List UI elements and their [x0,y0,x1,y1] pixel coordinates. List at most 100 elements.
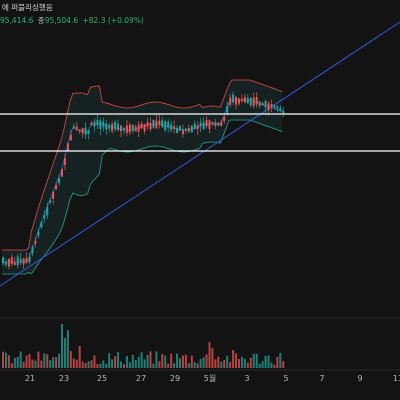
volume-bar [193,362,196,368]
trendlines[interactable] [0,21,400,287]
candle-body [181,129,184,135]
candle-body [235,97,238,105]
candle-body [155,120,158,128]
x-tick-label: 23 [59,374,69,383]
volume-bar [255,353,258,368]
candle-body [55,184,58,190]
candle-body [40,222,43,228]
candle-body [249,97,252,106]
volume-bar [34,360,37,368]
volume-bar [246,362,249,368]
volume-bar [217,356,220,368]
volume-bar [176,353,179,368]
volume-bar [149,351,152,368]
volume-bar [7,355,10,368]
volume-bar [16,356,19,368]
volume-bar [226,355,229,368]
volume-bar [19,351,22,368]
close-label: 종 [37,16,45,25]
candle-body [75,126,78,131]
volume-bar [105,363,108,368]
candle-body [276,106,279,109]
volume-bar [146,354,149,368]
volume-bar [220,361,223,368]
x-axis: 21 23 25 27 29 5월 3 5 7 9 11 [25,373,400,383]
volume-bar [49,360,52,368]
candle-body [117,123,120,131]
candle-body [149,122,152,130]
candle-body [211,121,214,125]
volume-bar [232,350,235,368]
volume-bar [164,355,167,368]
volume-bar [167,363,170,368]
volume-bar [273,364,276,368]
candle-body [63,158,66,166]
candle-body [208,120,211,129]
candle-body [258,101,261,106]
x-tick-label: 5 [283,374,288,383]
volume-bar [238,359,240,368]
x-tick-label: 11 [393,374,400,383]
volume-bar [72,358,75,368]
candle-body [99,120,102,129]
candle-body [81,127,84,134]
candle-body [220,121,223,126]
volume-bar [261,361,264,368]
candle-body [16,256,19,266]
volume-bar [187,363,190,368]
candle-body [240,98,243,101]
candle-body [87,130,90,135]
candle-body [52,191,55,199]
candle-body [46,206,49,216]
candle-body [78,129,81,132]
volume-bar [63,338,66,368]
horizontal-lines[interactable] [0,113,400,152]
candle-body [125,125,128,133]
candle-body [152,120,155,128]
volume-bar [93,355,96,368]
volume-bar [140,352,143,368]
volume-bar [61,324,63,368]
volume-bar [223,360,226,368]
candle-body [187,127,190,132]
candle-body [255,96,258,105]
candle-body [243,97,246,103]
candle-body [267,103,270,111]
volume-bar [37,351,40,368]
volume-bar [235,353,238,368]
x-tick-label: 21 [25,374,35,383]
volume-bar [205,354,208,368]
candle-body [49,200,52,203]
volume-bar [10,363,13,368]
volume-bar [117,352,120,368]
candle-body [84,127,87,135]
volume-bar [137,356,140,368]
candle-body [205,119,208,127]
volume-bar [75,359,78,368]
candle-body [223,116,226,121]
volume-bar [229,361,232,368]
candle-body [69,134,72,141]
candle-body [140,123,143,129]
volume-bar [214,359,217,368]
lower-band-line [2,119,283,275]
x-tick-label: 29 [170,374,180,383]
volume-bar [152,363,155,368]
candle-body [173,126,176,130]
candle-body [93,121,96,127]
volume-bar [276,356,279,368]
candle-body [264,101,267,108]
volume-bar [58,353,61,368]
chart-header: 에 퍼블리싱했음 95,414.6 종95,504.6 +82.3 (+0.09… [0,0,400,32]
candle-body [282,110,285,113]
candle-body [105,123,108,130]
bollinger-bands [2,79,283,275]
candle-body [146,122,149,127]
candlesticks [2,91,285,270]
volume-bar [279,352,282,368]
volume-bar [66,330,69,368]
volume-bar [108,353,111,368]
band-fill [2,80,283,274]
